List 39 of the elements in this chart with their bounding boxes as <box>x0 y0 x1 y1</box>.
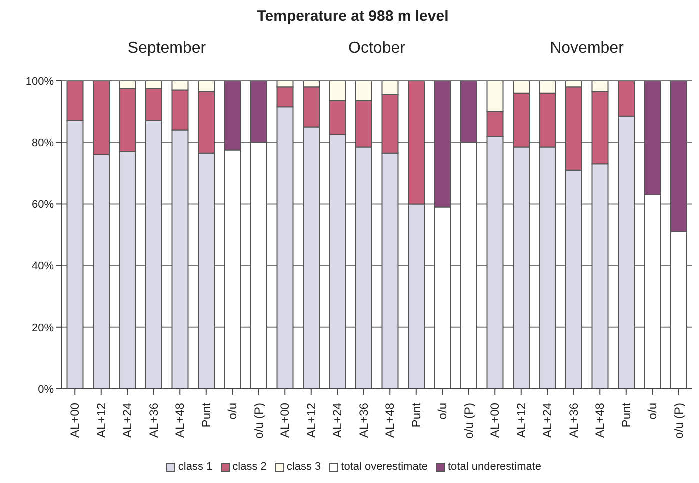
y-tick-label: 100% <box>26 76 54 88</box>
x-tick-label: o/u <box>226 403 240 420</box>
legend-label: total overestimate <box>341 461 428 473</box>
x-tick-label: AL+24 <box>120 402 135 438</box>
x-tick-label: o/u (P) <box>462 403 476 440</box>
legend-label: class 2 <box>232 461 267 473</box>
chart-title: Temperature at 988 m level <box>256 8 450 25</box>
x-tick-label: AL+24 <box>330 402 345 438</box>
text: November <box>549 40 625 58</box>
x-tick-label: Punt <box>409 402 424 428</box>
text: October <box>348 40 406 58</box>
x-tick-label: AL+24 <box>540 402 555 438</box>
y-tick-label: 40% <box>32 260 54 273</box>
text: September <box>126 40 208 58</box>
x-tick-label: AL+48 <box>173 402 188 438</box>
x-tick-label: AL+48 <box>593 402 608 438</box>
legend-label: class 3 <box>286 461 322 473</box>
x-tick-label: o/u (P) <box>252 403 266 440</box>
x-tick-label: AL+12 <box>94 402 108 438</box>
x-tick-label: AL+12 <box>304 402 318 438</box>
legend-label: class 1 <box>178 461 213 473</box>
x-tick-label: AL+00 <box>488 402 502 438</box>
x-tick-label: AL+48 <box>383 402 398 438</box>
y-tick-label: 0% <box>38 384 54 396</box>
x-tick-label: o/u <box>436 403 450 420</box>
x-tick-label: AL+00 <box>68 402 82 438</box>
y-tick-label: 60% <box>32 199 54 212</box>
x-tick-label: AL+36 <box>146 402 161 438</box>
x-tick-label: o/u <box>646 403 660 420</box>
x-tick-label: Punt <box>619 402 634 428</box>
x-tick-label: AL+36 <box>566 402 581 438</box>
x-tick-label: AL+00 <box>278 402 292 438</box>
x-tick-label: AL+36 <box>356 402 371 438</box>
x-tick-label: o/u (P) <box>672 403 686 440</box>
legend-label: total underestimate <box>448 461 542 473</box>
y-tick-label: 20% <box>32 322 54 334</box>
y-tick-label: 80% <box>32 138 54 150</box>
x-tick-label: AL+12 <box>514 402 528 438</box>
x-tick-label: Punt <box>199 402 214 428</box>
